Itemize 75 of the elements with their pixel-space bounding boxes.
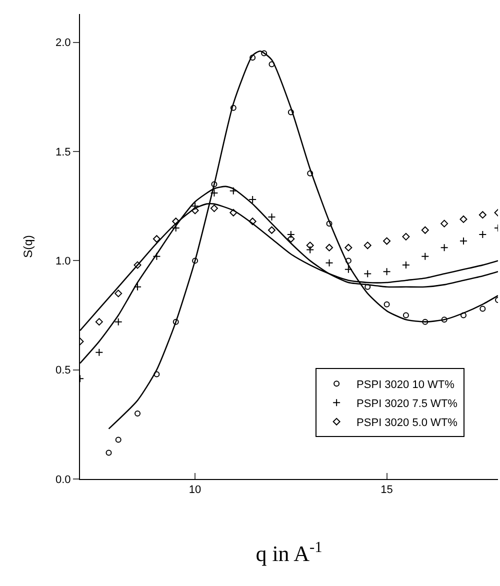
y-axis-title: S(q) [20, 235, 35, 258]
point [191, 206, 199, 214]
point [383, 237, 391, 245]
point [268, 61, 275, 68]
point [421, 252, 430, 260]
point [344, 244, 352, 252]
point [172, 218, 180, 226]
point [114, 318, 122, 326]
x-tick-label: 10 [188, 484, 202, 496]
point [95, 318, 103, 326]
y-tick-label: 2.0 [56, 37, 71, 50]
y-tick-label: 0.5 [56, 364, 71, 377]
point [248, 196, 257, 204]
point [345, 258, 352, 264]
x-axis-title: q in A$^{-1}$ [256, 538, 322, 566]
point [210, 189, 218, 198]
point [115, 436, 122, 443]
point [364, 242, 372, 250]
point [460, 215, 468, 223]
point [134, 282, 142, 291]
point [344, 265, 352, 274]
point [106, 450, 112, 456]
point [172, 318, 179, 325]
point [191, 202, 200, 210]
point [287, 235, 295, 243]
point [478, 230, 487, 238]
point [422, 318, 428, 325]
legend-label: PSPI 3020 5.0 WT% [356, 416, 458, 429]
legend-label: PSPI 3020 10 WT% [356, 378, 455, 391]
point [152, 235, 160, 243]
point [248, 218, 256, 226]
point [402, 232, 410, 240]
point [478, 211, 486, 219]
point [152, 252, 161, 260]
point [441, 316, 448, 323]
point [384, 301, 390, 308]
point [230, 104, 236, 111]
point [307, 170, 314, 176]
y-tick-label: 0.0 [56, 474, 71, 486]
point [306, 242, 314, 250]
point [459, 237, 468, 246]
point [364, 284, 371, 290]
point [250, 54, 256, 61]
x-tick-label: 15 [380, 484, 393, 496]
point [229, 186, 238, 195]
point [211, 181, 218, 188]
point [134, 261, 142, 269]
y-tick-label: 1.0 [56, 256, 71, 268]
point [421, 226, 429, 234]
point [326, 220, 332, 227]
point [480, 306, 486, 312]
point [460, 312, 466, 318]
point [95, 348, 104, 356]
point [325, 258, 334, 267]
point [402, 261, 410, 270]
point [268, 213, 276, 222]
point [382, 268, 391, 276]
point [134, 410, 141, 417]
point [402, 312, 409, 318]
point [230, 208, 238, 216]
point [210, 204, 218, 212]
point [326, 244, 334, 252]
y-tick-label: 1.5 [56, 146, 71, 158]
point [268, 226, 276, 234]
point [261, 50, 268, 56]
point [192, 258, 198, 264]
point [154, 371, 160, 378]
legend-label: PSPI 3020 7.5 WT% [356, 398, 458, 410]
point [364, 270, 372, 278]
point [440, 220, 448, 228]
point [286, 230, 295, 238]
point [114, 290, 122, 298]
point [306, 246, 314, 254]
point [440, 244, 448, 252]
point [288, 109, 294, 116]
